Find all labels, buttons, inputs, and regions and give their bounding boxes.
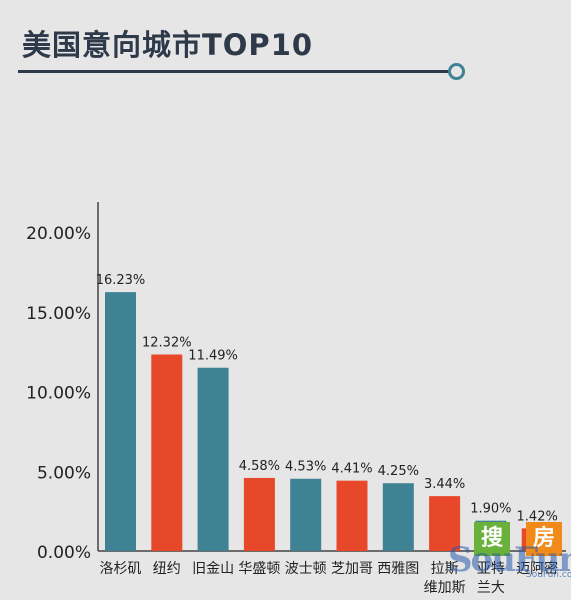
category-label: 迈阿密 <box>516 560 558 577</box>
y-tick-label: 15.00% <box>26 304 91 324</box>
bar <box>382 483 414 551</box>
bar <box>429 496 461 551</box>
watermark-text: SouFun <box>448 540 571 580</box>
bar <box>105 292 136 551</box>
bar-value-label: 16.23% <box>96 273 146 288</box>
bar <box>243 477 275 551</box>
title-ring-icon <box>448 63 465 80</box>
bar-value-label: 4.25% <box>378 464 419 479</box>
bar-value-label: 4.41% <box>331 462 372 477</box>
bar <box>151 354 183 551</box>
category-label: 旧金山 <box>192 561 234 577</box>
y-tick-label: 10.00% <box>26 384 91 404</box>
y-tick-label: 20.00% <box>26 224 91 244</box>
category-label: 波士顿 <box>285 561 327 577</box>
category-label: 纽约 <box>153 561 181 577</box>
y-tick-label: 0.00% <box>37 543 91 563</box>
bar-value-label: 3.44% <box>424 477 465 492</box>
category-label: 洛杉矶 <box>100 561 142 577</box>
category-label: 亚特兰大 <box>477 561 505 596</box>
watermark-char-b: 房 <box>526 522 562 556</box>
bar-value-label: 1.42% <box>517 509 558 524</box>
bar <box>336 480 368 551</box>
bar <box>197 367 229 551</box>
watermark-site: SouFun.com <box>526 570 571 580</box>
category-label: 芝加哥 <box>331 561 373 577</box>
title-underline <box>18 70 456 73</box>
bar-value-label: 11.49% <box>188 349 238 364</box>
bar-value-label: 1.90% <box>470 502 511 517</box>
category-label: 华盛顿 <box>238 561 280 577</box>
watermark-logo: 搜 房 SouFun SouFun.com <box>448 520 571 590</box>
watermark-char-a: 搜 <box>474 522 510 556</box>
category-label: 拉斯维加斯 <box>424 561 466 596</box>
category-label: 西雅图 <box>377 561 419 577</box>
bar <box>290 478 322 551</box>
bar-value-label: 4.53% <box>285 460 326 475</box>
chart-title: 美国意向城市TOP10 <box>22 28 314 62</box>
bar-value-label: 12.32% <box>142 335 192 350</box>
bar-value-label: 4.58% <box>239 459 280 474</box>
y-tick-label: 5.00% <box>37 463 91 483</box>
